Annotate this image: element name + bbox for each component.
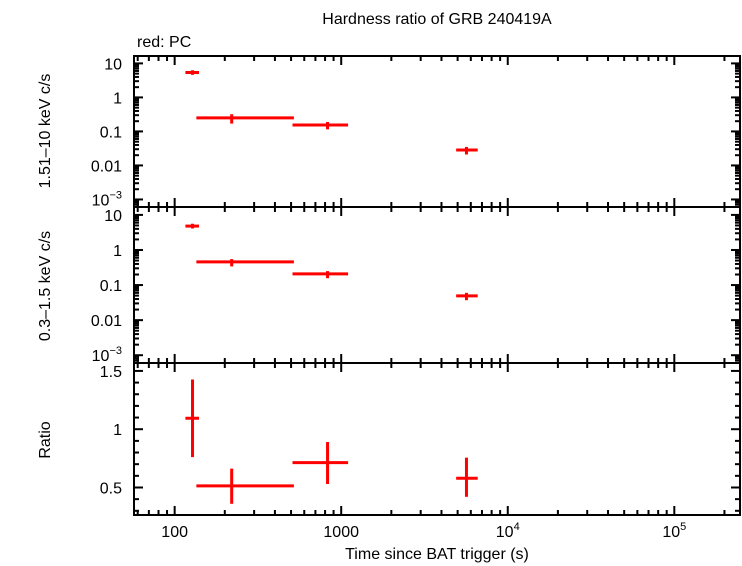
y-tick-label: 1.5 <box>100 364 122 381</box>
y-tick-label: 0.1 <box>100 278 122 295</box>
y-axis-label-hard: 1.51–10 keV c/s <box>37 74 54 189</box>
y-axis-label-soft: 0.3–1.5 keV c/s <box>37 231 54 341</box>
y-tick-label: 1 <box>113 422 122 439</box>
x-tick-label: 105 <box>662 521 686 541</box>
y-tick-label: 0.5 <box>100 480 122 497</box>
chart-title: Hardness ratio of GRB 240419A <box>322 11 552 28</box>
legend-note: red: PC <box>137 34 191 51</box>
panel-frame-2 <box>133 362 741 516</box>
x-tick-label: 100 <box>161 524 188 541</box>
y-tick-label: 10 <box>104 208 122 225</box>
y-tick-label: 0.01 <box>91 313 122 330</box>
x-tick-label: 104 <box>496 521 520 541</box>
y-tick-label: 10−3 <box>92 345 122 365</box>
panel-frame-1 <box>133 206 741 364</box>
y-tick-label: 10−3 <box>92 189 122 209</box>
x-tick-label: 1000 <box>323 524 359 541</box>
x-axis-label: Time since BAT trigger (s) <box>345 546 529 563</box>
y-tick-label: 1 <box>113 90 122 107</box>
y-tick-label: 0.01 <box>91 158 122 175</box>
y-tick-label: 0.1 <box>100 124 122 141</box>
y-axis-label-ratio: Ratio <box>37 421 54 458</box>
y-tick-label: 10 <box>104 56 122 73</box>
y-tick-label: 1 <box>113 243 122 260</box>
panel-frame-0 <box>133 55 741 208</box>
